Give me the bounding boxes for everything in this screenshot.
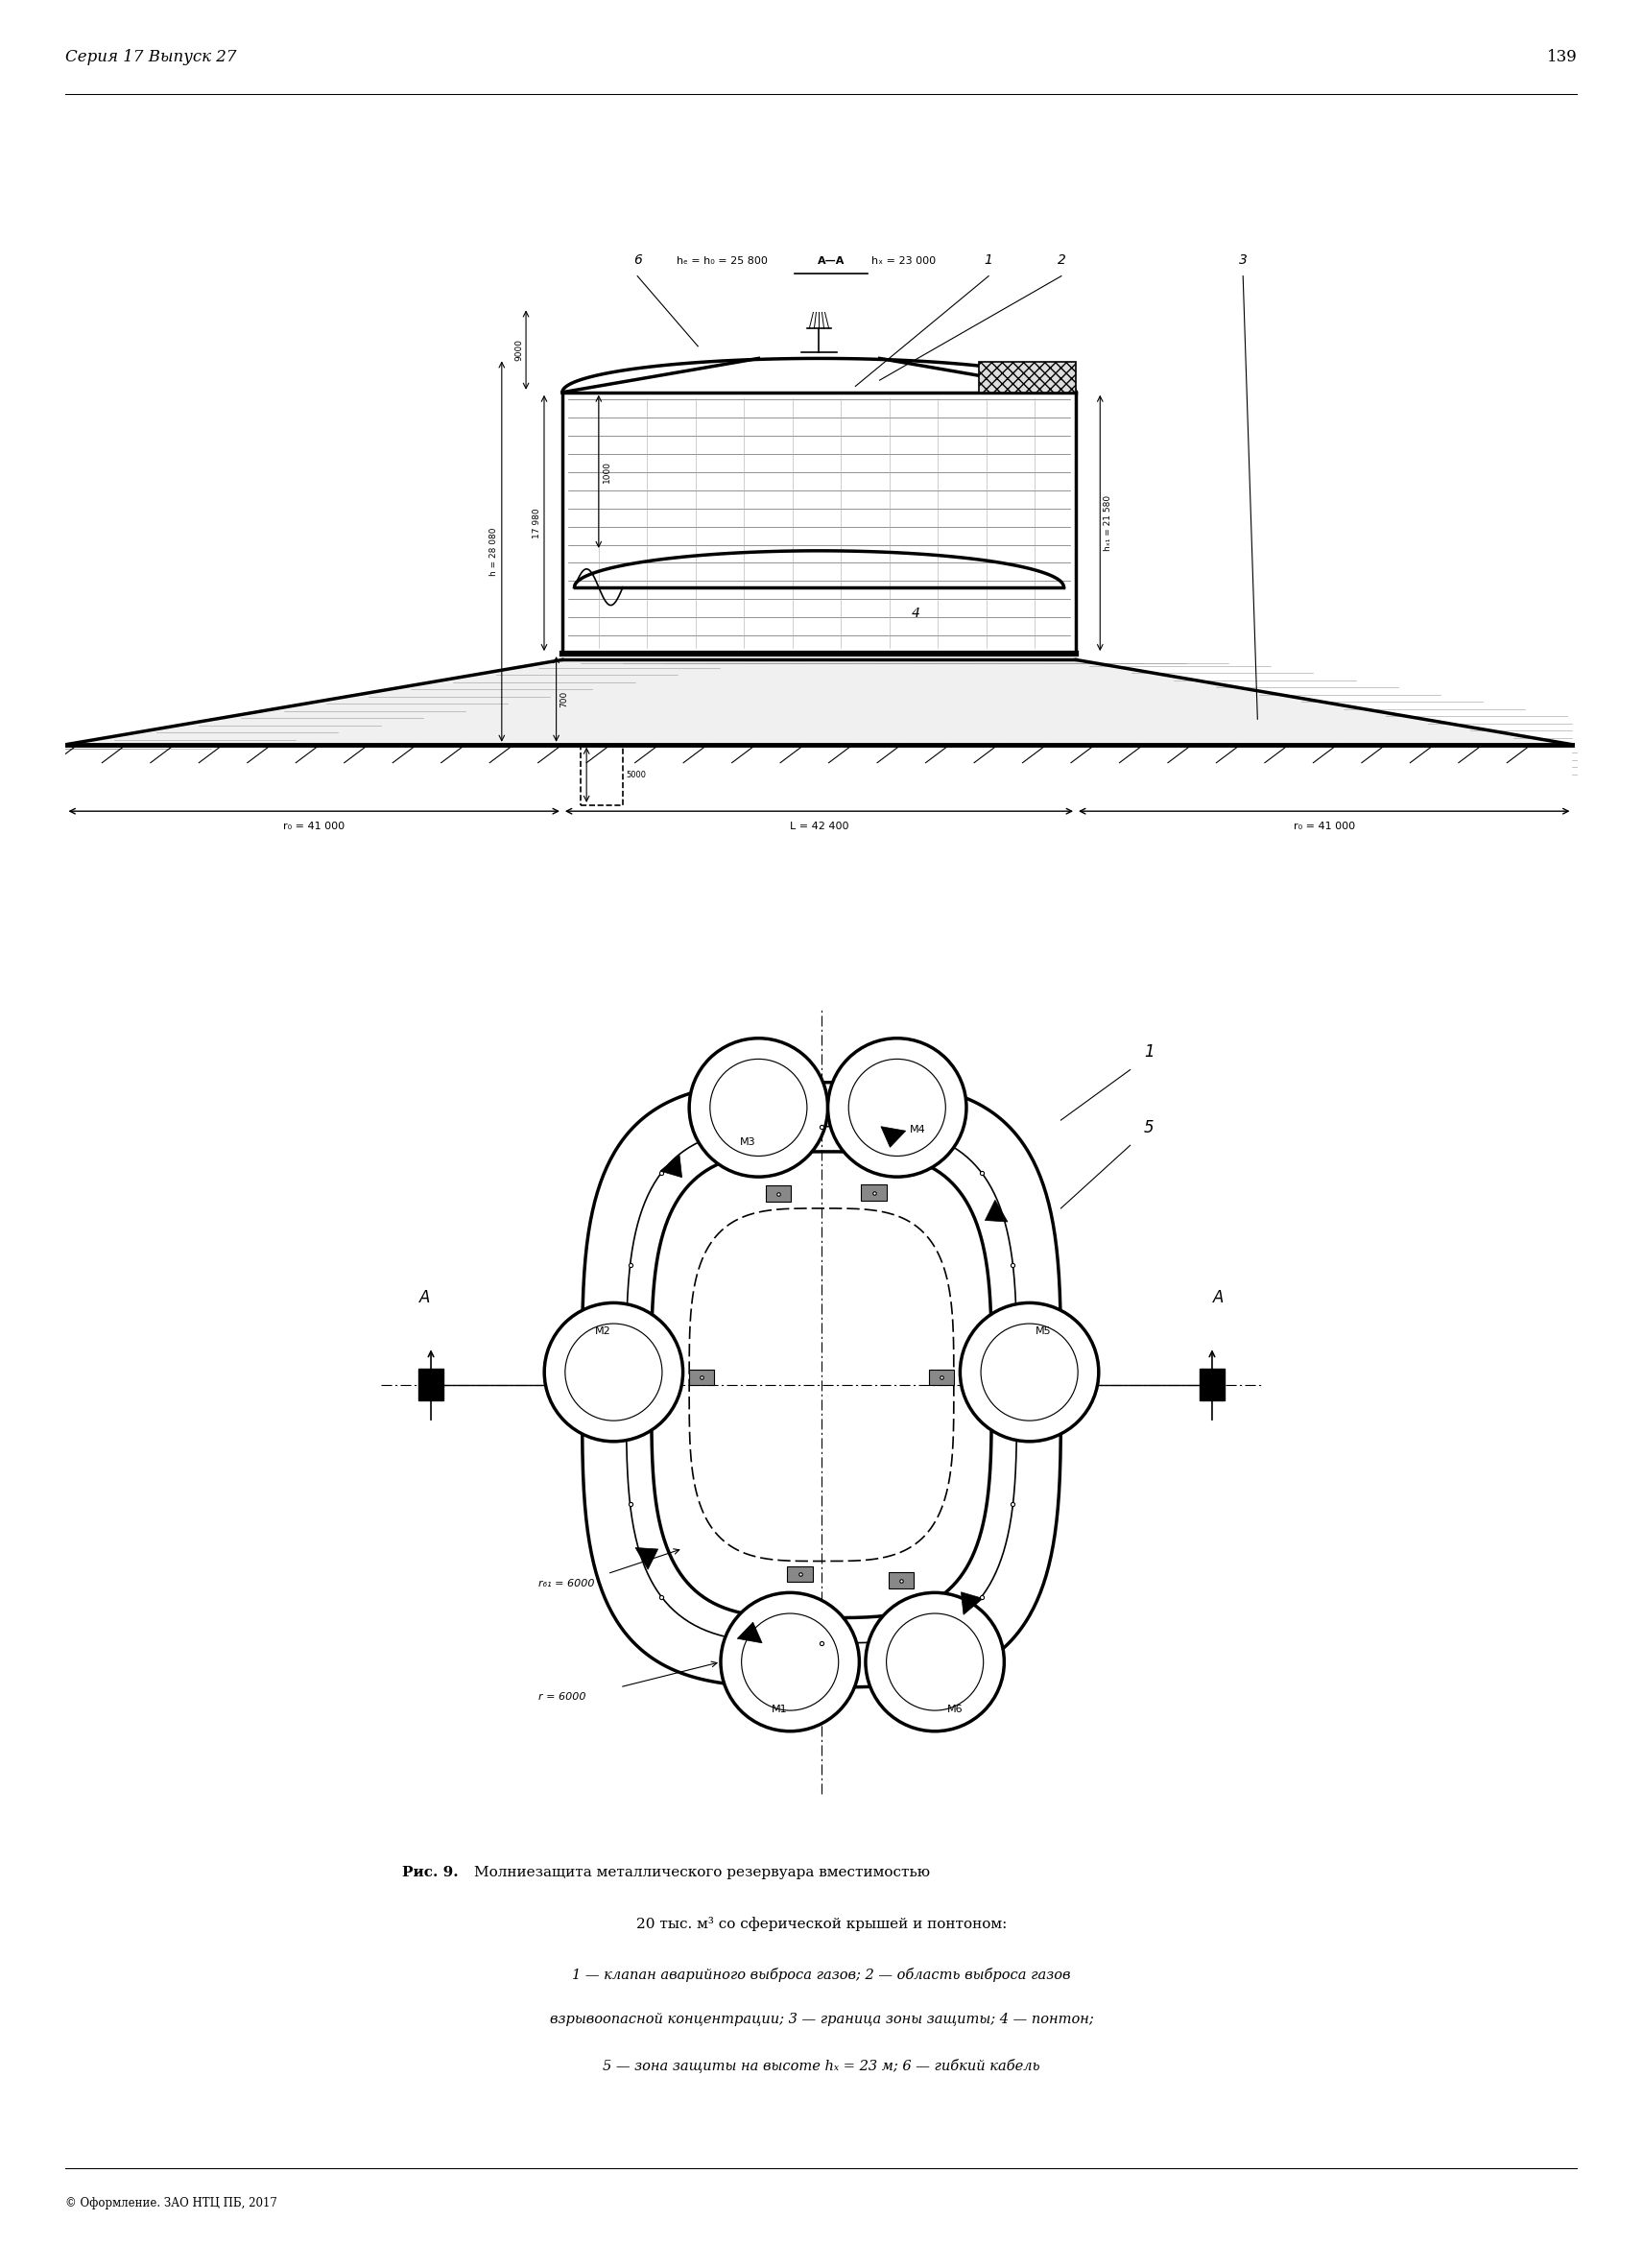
Text: А—А: А—А	[818, 256, 845, 265]
Text: 2: 2	[1056, 254, 1066, 268]
Text: hₓ₁ = 21 580: hₓ₁ = 21 580	[1104, 494, 1112, 551]
Text: r₆₁ = 6000: r₆₁ = 6000	[537, 1579, 595, 1588]
Text: М1: М1	[771, 1706, 787, 1715]
Polygon shape	[419, 1370, 444, 1399]
Text: М5: М5	[1035, 1327, 1052, 1336]
Polygon shape	[986, 1200, 1007, 1222]
Bar	[928, 1370, 955, 1386]
Text: r₀ = 41 000: r₀ = 41 000	[283, 821, 345, 832]
Text: А: А	[419, 1290, 430, 1306]
Text: взрывоопасной концентрации; 3 — граница зоны защиты; 4 — понтон;: взрывоопасной концентрации; 3 — граница …	[549, 2014, 1094, 2025]
Bar	[787, 1567, 813, 1583]
Polygon shape	[961, 1592, 983, 1615]
Text: 1000: 1000	[603, 460, 611, 483]
Bar	[889, 1572, 914, 1588]
Circle shape	[960, 1302, 1099, 1442]
Text: 9000: 9000	[514, 338, 524, 361]
Text: М6: М6	[948, 1706, 963, 1715]
Text: © Оформление. ЗАО НТЦ ПБ, 2017: © Оформление. ЗАО НТЦ ПБ, 2017	[66, 2198, 278, 2209]
Bar	[688, 1370, 715, 1386]
Circle shape	[828, 1039, 966, 1177]
Text: L = 42 400: L = 42 400	[790, 821, 848, 832]
Text: 17 980: 17 980	[532, 508, 542, 538]
Text: 6: 6	[633, 254, 642, 268]
Circle shape	[866, 1592, 1004, 1730]
Bar	[580, 744, 623, 805]
Text: А: А	[1213, 1290, 1224, 1306]
Polygon shape	[881, 1127, 905, 1148]
Text: h = 28 080: h = 28 080	[490, 526, 498, 576]
Polygon shape	[636, 1547, 657, 1569]
Text: 4: 4	[912, 608, 920, 619]
Circle shape	[721, 1592, 859, 1730]
Text: r⁣ = 6000: r⁣ = 6000	[537, 1692, 585, 1701]
Text: 20 тыс. м³ со сферической крышей и понтоном:: 20 тыс. м³ со сферической крышей и понто…	[636, 1916, 1007, 1930]
Text: hₑ = h₀ = 25 800: hₑ = h₀ = 25 800	[677, 256, 767, 265]
Polygon shape	[66, 660, 1572, 744]
Text: 5 — зона защиты на высоте hₓ = 23 м; 6 — гибкий кабель: 5 — зона защиты на высоте hₓ = 23 м; 6 —…	[603, 2059, 1040, 2073]
Text: М2: М2	[595, 1327, 611, 1336]
Text: Молниезащита металлического резервуара вместимостью: Молниезащита металлического резервуара в…	[473, 1864, 930, 1878]
Bar	[766, 1186, 790, 1202]
Polygon shape	[1199, 1370, 1224, 1399]
Polygon shape	[660, 1154, 682, 1177]
Text: hₓ = 23 000: hₓ = 23 000	[872, 256, 937, 265]
Polygon shape	[738, 1622, 762, 1642]
Text: 1: 1	[984, 254, 992, 268]
Circle shape	[544, 1302, 683, 1442]
Text: 5000: 5000	[626, 771, 647, 780]
Text: Рис. 9.: Рис. 9.	[403, 1864, 458, 1878]
Bar	[979, 363, 1076, 392]
Text: 5: 5	[1144, 1120, 1153, 1136]
Text: 700: 700	[560, 692, 568, 708]
Text: Серия 17 Выпуск 27: Серия 17 Выпуск 27	[66, 50, 237, 66]
Circle shape	[688, 1039, 828, 1177]
Text: r₀ = 41 000: r₀ = 41 000	[1293, 821, 1355, 832]
Bar	[861, 1184, 887, 1200]
Text: 3: 3	[1239, 254, 1247, 268]
Text: М3: М3	[739, 1139, 756, 1148]
Text: 1: 1	[1144, 1043, 1153, 1061]
Text: 1 — клапан аварийного выброса газов; 2 — область выброса газов: 1 — клапан аварийного выброса газов; 2 —…	[572, 1969, 1071, 1982]
Text: 139: 139	[1546, 50, 1577, 66]
Text: М4: М4	[910, 1125, 925, 1134]
